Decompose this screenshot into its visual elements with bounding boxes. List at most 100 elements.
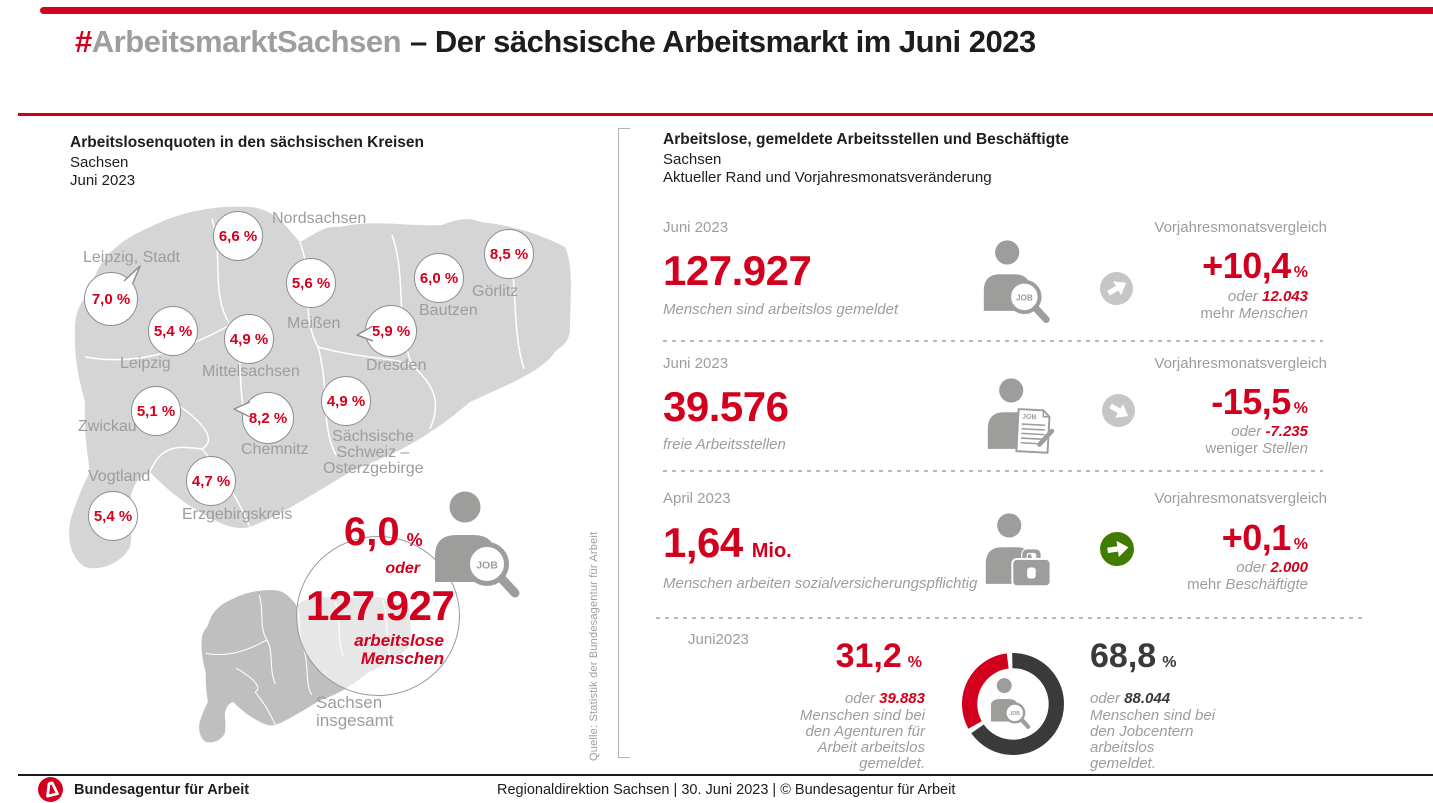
rate-bubble-leipzig-stadt: 7,0 % [84,265,141,326]
map-label-zwickau: Zwickau [78,418,137,435]
rate-bubble-nordsachsen: 6,6 % [213,211,263,261]
split-left-pct-value: 31,2 [835,637,902,675]
total-highlight-circle [296,536,460,696]
total-caption: Sachsen insgesamt [316,693,394,730]
stats-panel-title: Arbeitslose, gemeldete Arbeitsstellen un… [663,131,1069,148]
map-panel-region: Sachsen [70,154,129,171]
row3-period: April 2023 [663,490,731,507]
rate-value: 6,6 % [218,227,258,245]
split-right-pct: 68,8 % [1090,637,1176,675]
row2-value-number: 39.576 [663,383,789,430]
abs-number: -7.235 [1265,423,1308,440]
rate-bubble-vogtland: 5,4 % [88,491,138,541]
row3-desc: Menschen arbeiten sozialversicherungspfl… [663,575,978,592]
map-label-leipzig: Leipzig [120,355,171,372]
row1-change-abs: oder 12.043 [1228,288,1308,305]
person-briefcase-icon [978,511,1056,603]
arrow-up-right-icon [1094,266,1139,311]
row3-change-unit: % [1293,536,1308,553]
total-rate-unit: % [406,530,423,550]
title-hash: # [75,24,92,59]
map-label-mittelsachsen: Mittelsachsen [202,363,300,380]
title-rest: – Der sächsische Arbeitsmarkt im Juni 20… [410,24,1036,59]
rate-bubble-saechsische-schweiz: 4,9 % [321,376,371,426]
row3-change: +0,1 % [1222,520,1308,556]
rate-value: 4,9 % [326,392,366,410]
row1-change: +10,4 % [1202,245,1308,286]
rate-value: 5,4 % [93,507,133,525]
split-left-abs: oder 39.883 [845,690,925,707]
arrow-down-right-icon [1096,388,1141,433]
row2-comparison-label: Vorjahresmonatsvergleich [1154,355,1327,372]
row2-change-desc: weniger Stellen [1205,440,1308,457]
rate-bubble-goerlitz: 8,5 % [484,229,534,279]
rate-value: 4,9 % [229,330,269,348]
rate-value: 8,5 % [489,245,529,263]
row1-period: Juni 2023 [663,219,729,236]
split-right-abs: oder 88.044 [1090,690,1170,707]
donut-chart [962,653,1064,755]
row3-value-suffix: Mio. [751,540,792,562]
rate-value: 7,0 % [91,290,131,308]
map-label-leipzig-stadt: Leipzig, Stadt [83,249,180,266]
abs-number: 39.883 [879,690,925,707]
split-right-pct-value: 68,8 [1090,637,1157,675]
donut-segment-agencies [962,653,1010,729]
bracket-tick-bottom [618,757,630,758]
row-separator [663,340,1323,342]
footer-note: Regionaldirektion Sachsen | 30. Juni 202… [497,782,956,798]
rate-bubble-bautzen: 6,0 % [414,253,464,303]
header-divider-line [18,113,1433,116]
oder-word: oder [844,690,875,707]
rate-value: 4,7 % [191,472,231,490]
person-magnifier-job-icon [976,238,1054,330]
total-rate: 6,0 % [344,512,423,552]
row2-period: Juni 2023 [663,355,729,372]
row-separator [656,617,1362,619]
bubble-tail-ne [123,265,141,284]
rate-bubble-dresden: 5,9 % [356,305,417,357]
map-label-erzgebirgskreis: Erzgebirgskreis [182,506,293,523]
map-label-saechsische-schweiz: Sächsische Schweiz – Osterzgebirge [323,428,424,477]
arrow-right-icon [1098,530,1136,568]
row1-change-value: +10,4 [1202,245,1291,286]
footer-divider-line [18,774,1433,776]
bubble-tail-w [356,325,374,342]
stats-panel-subtitle: Aktueller Rand und Vorjahresmonatsveränd… [663,169,992,186]
person-job-contract-icon [980,376,1058,468]
row2-value: 39.576 [663,383,789,430]
total-oder: oder [385,560,420,577]
panel-divider-bracket [618,128,619,758]
map-label-vogtland: Vogtland [88,468,151,485]
rate-value: 6,0 % [419,269,459,287]
row3-change-desc: mehr Beschäftigte [1187,576,1308,593]
row1-value-number: 127.927 [663,247,812,294]
row1-change-unit: % [1293,264,1308,281]
split-period: Juni2023 [688,631,749,648]
row2-change-value: -15,5 [1211,381,1291,422]
map-label-bautzen: Bautzen [419,302,478,319]
row1-desc: Menschen sind arbeitslos gemeldet [663,301,899,318]
row2-change: -15,5 % [1211,381,1308,422]
page-title: #ArbeitsmarktSachsen – Der sächsische Arb… [75,24,1036,60]
abs-number: 12.043 [1262,288,1308,305]
total-count: 127.927 [306,582,455,629]
map-label-goerlitz: Görlitz [472,283,519,300]
bracket-tick-top [618,128,630,129]
row1-change-desc: mehr Menschen [1200,305,1308,322]
oder-word: oder [1227,288,1258,305]
rate-value: 8,2 % [248,409,288,427]
abs-number: 88.044 [1124,690,1171,707]
qual-word: mehr [1187,576,1222,593]
qual-word: weniger [1205,440,1258,457]
row2-change-abs: oder -7.235 [1231,423,1308,440]
top-accent-bar [40,7,1433,14]
oder-word: oder [1231,423,1262,440]
map-panel-title: Arbeitslosenquoten in den sächsischen Kr… [70,134,425,151]
footer-brand: Bundesagentur für Arbeit [74,782,250,798]
rate-bubble-mittelsachsen: 4,9 % [224,314,274,364]
split-left-pct-unit: % [907,654,922,671]
title-brand: ArbeitsmarktSachsen [91,24,402,59]
row2-change-unit: % [1293,400,1308,417]
